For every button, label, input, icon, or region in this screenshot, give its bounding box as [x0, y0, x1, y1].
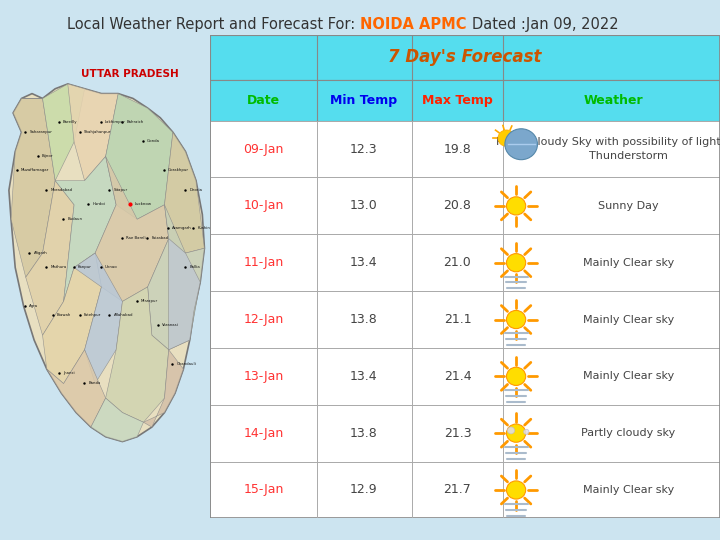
Text: 10-Jan: 10-Jan — [243, 199, 284, 212]
Text: 21.7: 21.7 — [444, 483, 472, 496]
Text: Mainly Clear sky: Mainly Clear sky — [582, 372, 674, 381]
Text: Dated :Jan 09, 2022: Dated :Jan 09, 2022 — [472, 17, 618, 32]
Text: 13.0: 13.0 — [349, 199, 377, 212]
Text: Mainly Clear sky: Mainly Clear sky — [582, 258, 674, 268]
Text: 09-Jan: 09-Jan — [243, 143, 284, 156]
Text: 12.3: 12.3 — [349, 143, 377, 156]
Bar — [210, 35, 720, 79]
Circle shape — [506, 481, 526, 499]
Circle shape — [506, 254, 526, 272]
Bar — [210, 348, 720, 405]
Text: 13.4: 13.4 — [349, 256, 377, 269]
Text: Sitapur: Sitapur — [114, 188, 127, 192]
Text: 14-Jan: 14-Jan — [243, 427, 284, 440]
Bar — [210, 234, 720, 291]
Bar — [210, 120, 720, 178]
Text: 12.9: 12.9 — [349, 483, 377, 496]
Text: Bareilly: Bareilly — [63, 120, 78, 124]
Text: Muzaffarnagar: Muzaffarnagar — [21, 168, 49, 172]
Text: Max Temp: Max Temp — [422, 93, 493, 106]
Text: 13.8: 13.8 — [349, 313, 377, 326]
Text: Allahabad: Allahabad — [114, 313, 133, 318]
Circle shape — [523, 429, 529, 434]
Text: Budaun: Budaun — [67, 217, 82, 221]
Circle shape — [506, 367, 526, 386]
Text: Mainly Clear sky: Mainly Clear sky — [582, 485, 674, 495]
Text: 15-Jan: 15-Jan — [243, 483, 284, 496]
Text: UTTAR PRADESH: UTTAR PRADESH — [81, 69, 179, 79]
Text: 21.1: 21.1 — [444, 313, 472, 326]
Bar — [210, 405, 720, 462]
Text: 13-Jan: 13-Jan — [243, 370, 284, 383]
Text: Local Weather Report and Forecast For:: Local Weather Report and Forecast For: — [67, 17, 360, 32]
Text: Min Temp: Min Temp — [330, 93, 397, 106]
Text: 21.0: 21.0 — [444, 256, 472, 269]
Text: Mirzapur: Mirzapur — [141, 299, 158, 303]
Text: 11-Jan: 11-Jan — [243, 256, 284, 269]
Text: 13.8: 13.8 — [349, 427, 377, 440]
Text: Deoria: Deoria — [189, 188, 202, 192]
Text: Moradabad: Moradabad — [50, 188, 73, 192]
Text: Bijnor: Bijnor — [42, 154, 53, 158]
Text: Lucknow: Lucknow — [135, 202, 151, 206]
Text: 13.4: 13.4 — [349, 370, 377, 383]
Text: NOIDA APMC: NOIDA APMC — [360, 17, 467, 32]
Text: Fatehpur: Fatehpur — [84, 313, 102, 318]
Text: Kanpur: Kanpur — [78, 265, 91, 269]
Text: Jhansi: Jhansi — [63, 372, 75, 375]
Circle shape — [508, 427, 515, 434]
Text: Unnao: Unnao — [105, 265, 118, 269]
Bar — [210, 79, 720, 120]
Text: Saharanpur: Saharanpur — [30, 130, 53, 134]
Bar — [210, 291, 720, 348]
Text: Weather: Weather — [583, 93, 643, 106]
Circle shape — [505, 129, 538, 160]
Text: 7 Day's Forecast: 7 Day's Forecast — [388, 49, 542, 66]
Text: Shahjahanpur: Shahjahanpur — [84, 130, 112, 134]
Text: Aligarh: Aligarh — [34, 251, 48, 254]
Text: 21.3: 21.3 — [444, 427, 472, 440]
Text: Sunny Day: Sunny Day — [598, 201, 659, 211]
Text: Partly cloudy sky: Partly cloudy sky — [581, 428, 675, 438]
Text: Mathura: Mathura — [50, 265, 67, 269]
Text: 19.8: 19.8 — [444, 143, 472, 156]
Text: Etawah: Etawah — [57, 313, 71, 318]
Text: Agra: Agra — [30, 303, 39, 308]
Text: Mainly Clear sky: Mainly Clear sky — [582, 314, 674, 325]
Circle shape — [506, 424, 526, 442]
Circle shape — [498, 130, 515, 146]
Text: 20.8: 20.8 — [444, 199, 472, 212]
Circle shape — [506, 310, 526, 329]
Text: Chandauli: Chandauli — [176, 362, 197, 366]
Text: Banda: Banda — [89, 381, 101, 385]
Text: 21.4: 21.4 — [444, 370, 472, 383]
Bar — [210, 462, 720, 518]
Text: Ballia: Ballia — [189, 265, 200, 269]
Circle shape — [506, 197, 526, 215]
Text: Hardoi: Hardoi — [92, 202, 105, 206]
Text: Lakhimpur: Lakhimpur — [105, 120, 126, 124]
Text: Partly cloudy Sky with possibility of light rain or
Thunderstorm: Partly cloudy Sky with possibility of li… — [496, 138, 720, 161]
Bar — [210, 178, 720, 234]
Text: Date: Date — [247, 93, 280, 106]
Text: Faizabad: Faizabad — [151, 236, 168, 240]
Text: Rae Bareli: Rae Bareli — [126, 236, 145, 240]
Text: Bahraich: Bahraich — [126, 120, 143, 124]
Text: Varanasi: Varanasi — [162, 323, 179, 327]
Text: Gorakhpur: Gorakhpur — [168, 168, 189, 172]
Text: Azamgarh: Azamgarh — [172, 226, 192, 231]
Text: Gonda: Gonda — [147, 139, 160, 144]
Text: 12-Jan: 12-Jan — [243, 313, 284, 326]
Text: Kushinagar: Kushinagar — [197, 226, 220, 231]
